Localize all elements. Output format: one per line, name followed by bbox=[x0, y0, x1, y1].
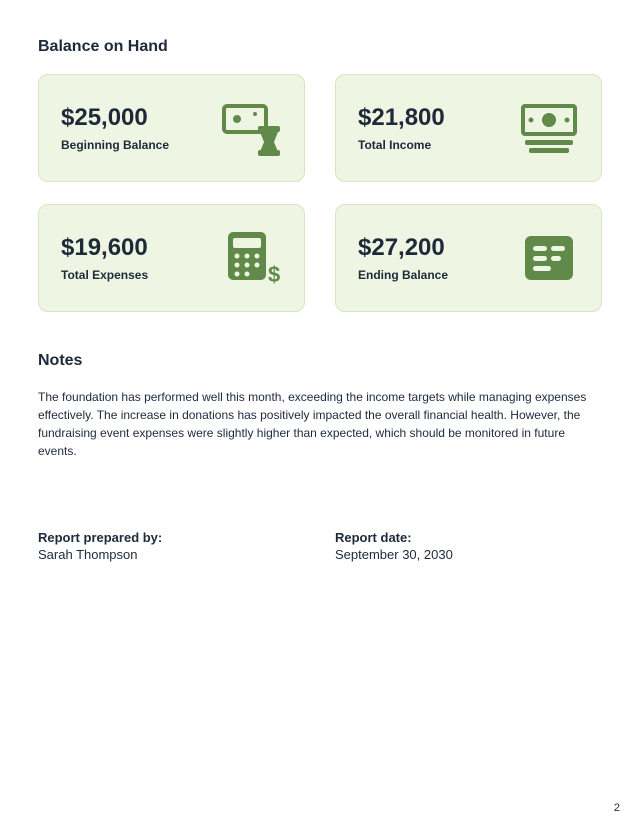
notes-section-title: Notes bbox=[38, 352, 602, 370]
balance-cards-grid: $25,000 Beginning Balance $21,800 Total … bbox=[38, 74, 602, 312]
balance-section-title: Balance on Hand bbox=[38, 38, 602, 56]
beginning-balance-label: Beginning Balance bbox=[61, 138, 169, 152]
ending-balance-value: $27,200 bbox=[358, 234, 448, 262]
ending-balance-card: $27,200 Ending Balance bbox=[335, 204, 602, 312]
total-expenses-card: $19,600 Total Expenses $ bbox=[38, 204, 305, 312]
total-income-label: Total Income bbox=[358, 138, 445, 152]
page-number: 2 bbox=[614, 802, 620, 814]
report-date-value: September 30, 2030 bbox=[335, 547, 602, 562]
money-hourglass-icon bbox=[222, 100, 282, 156]
notes-body-text: The foundation has performed well this m… bbox=[38, 388, 602, 460]
report-footer: Report prepared by: Sarah Thompson Repor… bbox=[38, 530, 602, 562]
prepared-by-label: Report prepared by: bbox=[38, 530, 305, 545]
calculator-dollar-icon: $ bbox=[222, 230, 282, 286]
report-date-label: Report date: bbox=[335, 530, 602, 545]
ending-balance-label: Ending Balance bbox=[358, 268, 448, 282]
prepared-by-value: Sarah Thompson bbox=[38, 547, 305, 562]
svg-text:$: $ bbox=[268, 262, 280, 286]
list-panel-icon bbox=[519, 230, 579, 286]
beginning-balance-card: $25,000 Beginning Balance bbox=[38, 74, 305, 182]
cash-stack-icon bbox=[519, 100, 579, 156]
total-expenses-value: $19,600 bbox=[61, 234, 148, 262]
total-income-card: $21,800 Total Income bbox=[335, 74, 602, 182]
total-expenses-label: Total Expenses bbox=[61, 268, 148, 282]
beginning-balance-value: $25,000 bbox=[61, 104, 169, 132]
total-income-value: $21,800 bbox=[358, 104, 445, 132]
